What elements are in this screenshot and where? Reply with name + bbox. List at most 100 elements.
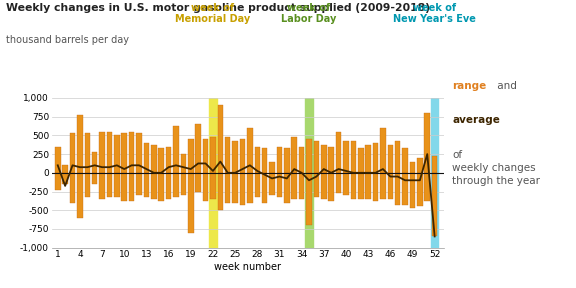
Text: average: average [452,115,500,125]
Bar [92,152,97,173]
Bar [209,98,217,248]
Bar [247,128,253,173]
Bar [373,143,378,173]
Bar [232,141,238,173]
Bar [143,143,149,173]
Bar [166,147,172,173]
Bar [410,173,415,209]
Bar [195,124,201,173]
Text: week of
New Year's Eve: week of New Year's Eve [393,3,476,24]
Bar [232,173,238,203]
Bar [417,173,423,206]
Bar [365,173,371,199]
Bar [85,134,90,173]
Text: Weekly changes in U.S. motor gasoline product supplied (2009-2018): Weekly changes in U.S. motor gasoline pr… [6,3,430,13]
Bar [225,137,230,173]
Bar [158,173,164,201]
Bar [425,113,430,173]
Bar [203,139,209,173]
Bar [358,149,363,173]
Bar [425,173,430,201]
Bar [351,173,356,199]
Bar [218,105,223,173]
Bar [328,173,334,201]
Bar [380,128,386,173]
Bar [305,98,313,248]
Bar [247,173,253,203]
Bar [373,173,378,201]
Bar [432,156,437,173]
Bar [122,134,127,173]
Bar [255,173,260,197]
Bar [181,173,186,195]
Bar [210,137,216,173]
Bar [270,162,275,173]
Bar [70,134,75,173]
Bar [336,173,342,194]
Bar [107,132,112,173]
Bar [77,115,83,173]
Bar [203,173,209,201]
Bar [410,162,415,173]
Bar [129,173,134,201]
Bar [62,165,68,173]
Bar [99,132,105,173]
Bar [114,135,120,173]
Bar [218,173,223,210]
Bar [137,173,142,195]
Bar [77,173,83,218]
Bar [151,173,157,199]
Text: week of
Memorial Day: week of Memorial Day [175,3,251,24]
Bar [358,173,363,199]
Bar [380,173,386,199]
Bar [291,137,297,173]
Bar [55,173,60,190]
Bar [255,147,260,173]
Bar [151,145,157,173]
Bar [321,145,327,173]
Bar [62,173,68,184]
Bar [395,141,400,173]
Bar [92,173,97,184]
Bar [240,173,245,204]
Bar [181,154,186,173]
Bar [107,173,112,197]
Bar [336,132,342,173]
Bar [276,173,282,197]
Bar [122,173,127,201]
Bar [395,173,400,204]
Bar [188,139,194,173]
Bar [173,126,179,173]
Bar [284,173,290,203]
Bar [306,173,312,225]
Bar [166,173,172,199]
Bar [306,139,312,173]
Bar [402,173,408,204]
Bar [173,173,179,197]
Bar [343,173,348,195]
Bar [388,173,393,199]
Bar [262,173,267,203]
Bar [85,173,90,197]
Bar [225,173,230,203]
Bar [365,145,371,173]
Text: of
weekly changes
through the year: of weekly changes through the year [452,150,540,186]
Bar [299,147,304,173]
Bar [262,149,267,173]
Bar [343,141,348,173]
Bar [402,149,408,173]
Bar [270,173,275,195]
Bar [143,173,149,197]
Text: range: range [452,81,486,91]
Bar [417,158,423,173]
Bar [351,141,356,173]
Bar [240,139,245,173]
X-axis label: week number: week number [214,262,281,272]
Text: thousand barrels per day: thousand barrels per day [6,35,129,45]
Bar [314,173,319,197]
Bar [388,145,393,173]
Bar [137,134,142,173]
Bar [114,173,120,197]
Bar [321,173,327,199]
Bar [129,132,134,173]
